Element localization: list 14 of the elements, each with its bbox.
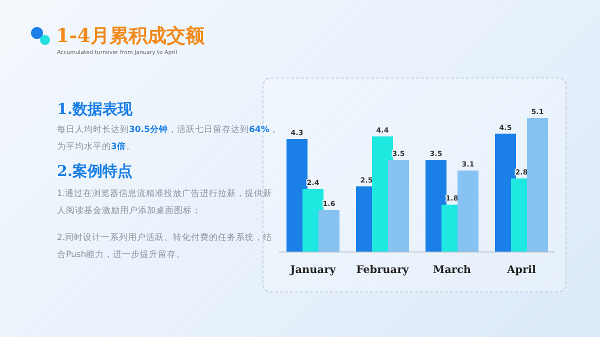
bar xyxy=(318,210,340,252)
bar xyxy=(458,170,478,252)
x-tick-label: April xyxy=(506,264,536,276)
x-tick-label: February xyxy=(356,264,410,276)
text: 1.数据表现 xyxy=(57,100,133,119)
chart-title: 1-4月累积成交额 xyxy=(56,24,204,49)
x-tick-label: January xyxy=(289,264,337,276)
text: 2.案例特点 xyxy=(57,162,133,181)
text: 每日人均时长达到30.5分钟，活跃七日留存达到64%，为平均水平的3倍。 xyxy=(57,125,278,152)
text: 1.通过在浏览器信息流精准投放广告进行拉新，提供新人阅读基金激励用户添加桌面图标； xyxy=(57,188,274,218)
bar xyxy=(527,118,548,252)
bar xyxy=(388,160,409,252)
x-tick-label: March xyxy=(433,264,472,276)
text: 2.同时设计一系列用户活跃、转化付费的任务系统，结合Push能力，进一步提升留存。 xyxy=(57,232,274,262)
